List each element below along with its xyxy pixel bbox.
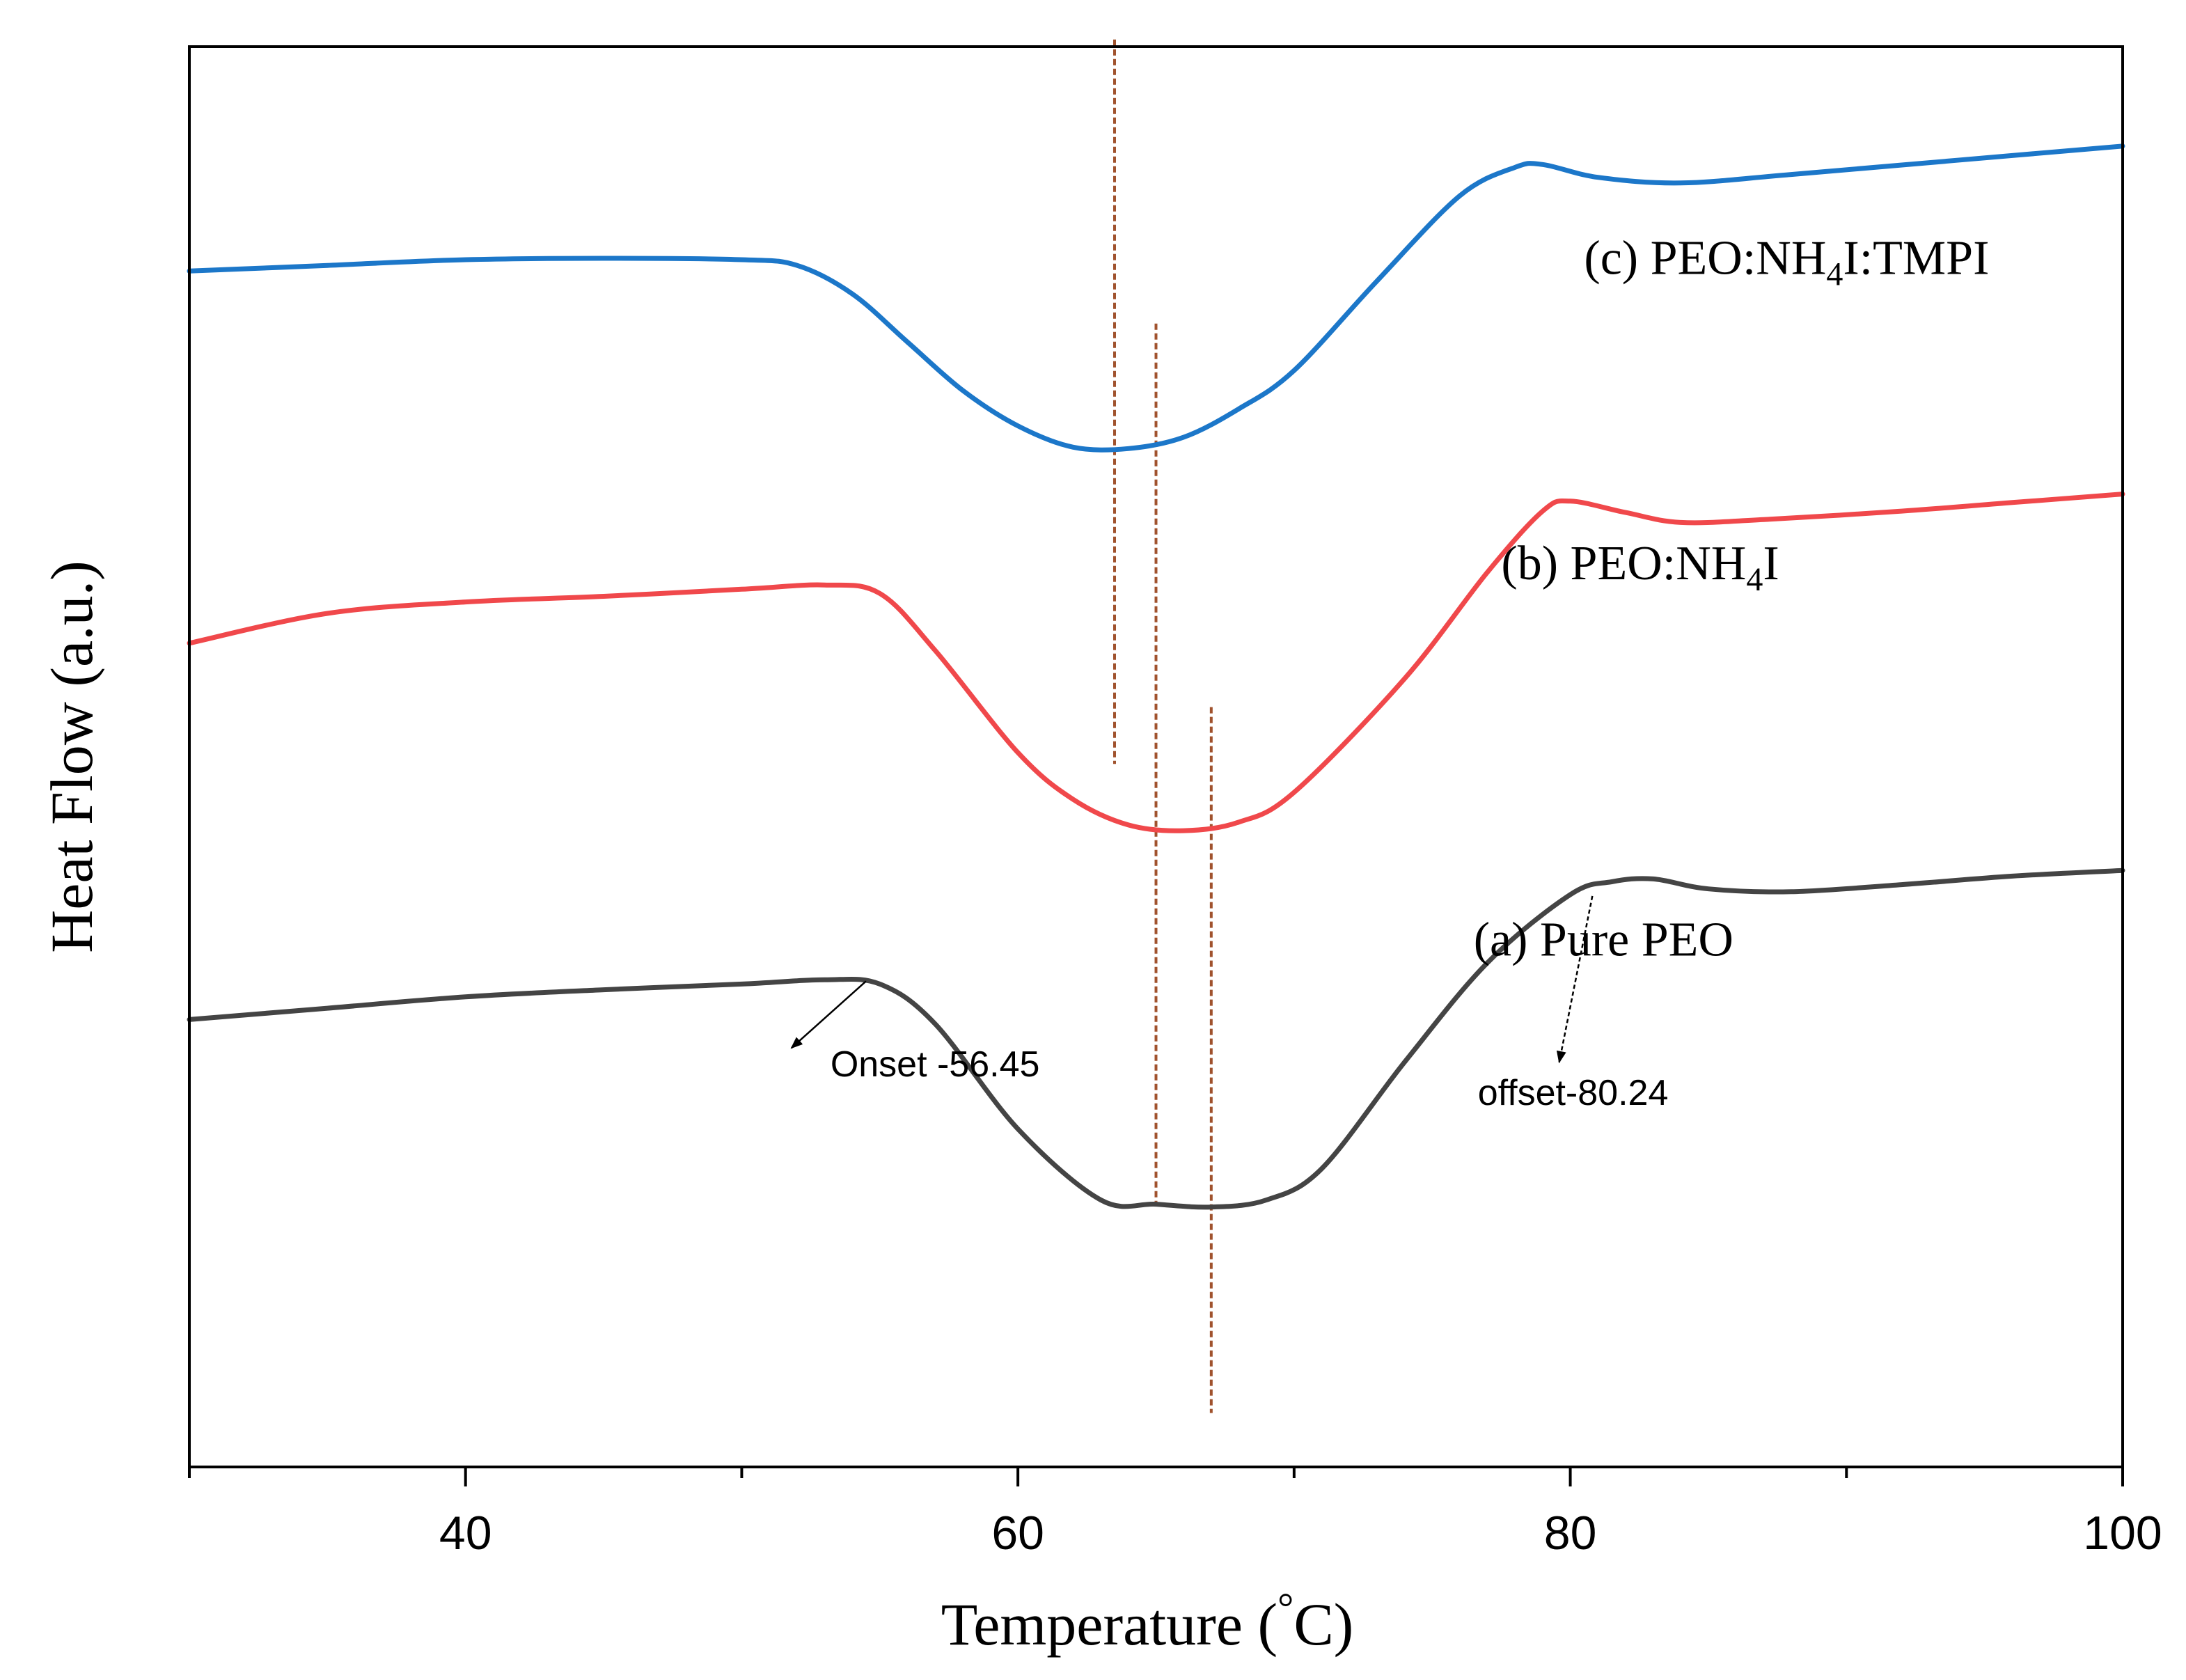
reference-lines bbox=[1112, 39, 1213, 1413]
series-label-text: (a) Pure PEO bbox=[1474, 913, 1733, 967]
series-line-pure-peo bbox=[187, 868, 2125, 1210]
annotations: Onset -56.45 offset-80.24 bbox=[790, 895, 1669, 1113]
x-axis-label-degree: ° bbox=[1277, 1585, 1293, 1630]
series-label-subscript: 4 bbox=[1826, 256, 1843, 292]
series-label-peo-nh4i: (b) PEO:NH4I bbox=[1501, 537, 1779, 598]
series-labels: (a) Pure PEO(b) PEO:NH4I(c) PEO:NH4I:TMP… bbox=[1474, 231, 1990, 966]
offset-annotation: offset-80.24 bbox=[1478, 1073, 1669, 1113]
series-line-peo-nh4i-tmpi bbox=[187, 143, 2125, 453]
series-label-text: (c) PEO:NH bbox=[1584, 231, 1826, 285]
series-label-text: (b) PEO:NH bbox=[1501, 537, 1746, 590]
onset-annotation: Onset -56.45 bbox=[831, 1044, 1040, 1085]
series-label-peo-nh4i-tmpi: (c) PEO:NH4I:TMPI bbox=[1584, 231, 1989, 292]
offset-arrow bbox=[1556, 895, 1594, 1064]
onset-arrow bbox=[790, 980, 867, 1049]
series-label-text: I bbox=[1763, 537, 1779, 590]
y-axis-label: Heat Flow (a.u.) bbox=[38, 560, 105, 953]
x-tick-label: 80 bbox=[1544, 1507, 1597, 1560]
series-label-pure-peo: (a) Pure PEO bbox=[1474, 913, 1733, 967]
series-label-text: I:TMPI bbox=[1843, 231, 1989, 285]
x-tick-label: 60 bbox=[991, 1507, 1044, 1560]
series-label-subscript: 4 bbox=[1746, 561, 1763, 598]
series-line-peo-nh4i bbox=[187, 492, 2125, 833]
x-axis-label-main: Temperature ( bbox=[941, 1591, 1277, 1658]
series-lines bbox=[187, 143, 2125, 1210]
x-axis-ticks: 40 60 80 100 bbox=[188, 1467, 2162, 1560]
plot-frame bbox=[188, 45, 2124, 1468]
x-tick-label: 100 bbox=[2083, 1507, 2162, 1560]
x-axis-label: Temperature (°C) bbox=[941, 1585, 1354, 1658]
x-axis-label-unit: C) bbox=[1293, 1591, 1353, 1658]
x-tick-label: 40 bbox=[439, 1507, 492, 1560]
